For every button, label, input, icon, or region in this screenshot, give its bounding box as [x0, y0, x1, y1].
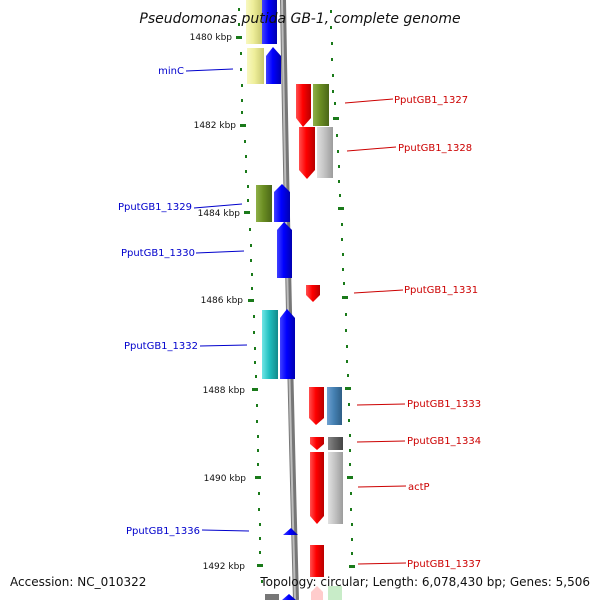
gene-1327[interactable] [296, 84, 311, 127]
gene-1328[interactable] [299, 127, 315, 179]
gene-label-pputgb1-1329[interactable]: PputGB1_1329 [118, 202, 192, 213]
tick-label-1480: 1480 kbp [190, 33, 233, 43]
backbone-highlight [281, 0, 296, 600]
gene-gray-1328[interactable] [317, 127, 333, 178]
chromosome-backbone [280, 0, 299, 600]
gene-1337[interactable] [310, 545, 324, 577]
gene-1333[interactable] [309, 387, 324, 425]
gene-1330[interactable] [277, 222, 292, 278]
leader-1328 [346, 146, 397, 152]
gene-mind-yellow[interactable] [247, 48, 264, 84]
gene-label-pputgb1-1332[interactable]: PputGB1_1332 [124, 341, 198, 352]
leader-actp [357, 485, 407, 488]
gene-steel-1333[interactable] [327, 387, 342, 425]
gene-olive-1329[interactable] [256, 185, 272, 222]
gene-labels-right: PputGB1_1327 PputGB1_1328 PputGB1_1331 P… [394, 95, 481, 570]
tick-track-left [236, 8, 263, 583]
genome-info-label: Topology: circular; Length: 6,078,430 bp… [259, 575, 590, 589]
leader-1332 [199, 344, 248, 347]
gene-actp[interactable] [310, 452, 324, 524]
leader-minc [185, 68, 234, 72]
gene-label-pputgb1-1330[interactable]: PputGB1_1330 [121, 248, 195, 259]
gene-label-actp[interactable]: actP [408, 482, 430, 493]
label-leaders [185, 68, 407, 565]
gene-label-pputgb1-1334[interactable]: PputGB1_1334 [407, 436, 481, 447]
forward-strand-genes [296, 84, 343, 600]
gene-olive-1327[interactable] [313, 84, 329, 126]
gene-label-pputgb1-1333[interactable]: PputGB1_1333 [407, 399, 481, 410]
leader-1330 [195, 250, 245, 254]
gene-darkgray-1334[interactable] [328, 437, 343, 450]
gene-1331[interactable] [306, 285, 320, 302]
gene-label-minc[interactable]: minC [158, 66, 184, 77]
leader-1331 [353, 289, 404, 294]
map-title: Pseudomonas putida GB-1, complete genome [139, 11, 460, 27]
leader-1329 [193, 203, 243, 209]
tick-label-1488: 1488 kbp [203, 386, 246, 396]
gene-gray-bottom[interactable] [265, 594, 279, 600]
gene-labels-left: minC PputGB1_1329 PputGB1_1330 PputGB1_1… [118, 66, 200, 537]
gene-label-pputgb1-1331[interactable]: PputGB1_1331 [404, 285, 478, 296]
leader-1336 [201, 529, 250, 532]
reverse-strand-genes [246, 0, 298, 600]
tick-label-1482: 1482 kbp [194, 121, 237, 131]
gene-pink-bottom[interactable] [311, 586, 323, 600]
leader-1334 [356, 440, 406, 443]
gene-1329[interactable] [274, 184, 290, 222]
gene-label-pputgb1-1336[interactable]: PputGB1_1336 [126, 526, 200, 537]
gene-label-pputgb1-1327[interactable]: PputGB1_1327 [394, 95, 468, 106]
gene-label-pputgb1-1337[interactable]: PputGB1_1337 [407, 559, 481, 570]
gene-blue-top[interactable] [262, 0, 277, 44]
gene-gray-actp[interactable] [328, 452, 343, 524]
gene-cyan-1332[interactable] [262, 310, 278, 379]
leader-1333 [356, 403, 406, 406]
tick-label-1486: 1486 kbp [201, 296, 244, 306]
tick-label-1492: 1492 kbp [203, 562, 246, 572]
gene-1332[interactable] [280, 309, 295, 379]
tick-label-1484: 1484 kbp [198, 209, 241, 219]
tick-track-right [330, 10, 355, 568]
gene-1334[interactable] [310, 437, 324, 450]
gene-minc[interactable] [266, 47, 281, 84]
backbone-arc [280, 0, 299, 600]
position-tick-labels: 1480 kbp 1482 kbp 1484 kbp 1486 kbp 1488… [190, 33, 247, 572]
gene-label-pputgb1-1328[interactable]: PputGB1_1328 [398, 143, 472, 154]
leader-1327 [344, 98, 394, 104]
leader-1337 [357, 562, 407, 565]
gene-lightgreen-bottom[interactable] [328, 586, 342, 600]
gene-1336[interactable] [283, 528, 298, 535]
tick-label-1490: 1490 kbp [204, 474, 247, 484]
gene-yellow-top[interactable] [246, 0, 262, 44]
accession-label: Accession: NC_010322 [10, 575, 146, 589]
gene-blue-bottom[interactable] [282, 594, 296, 600]
